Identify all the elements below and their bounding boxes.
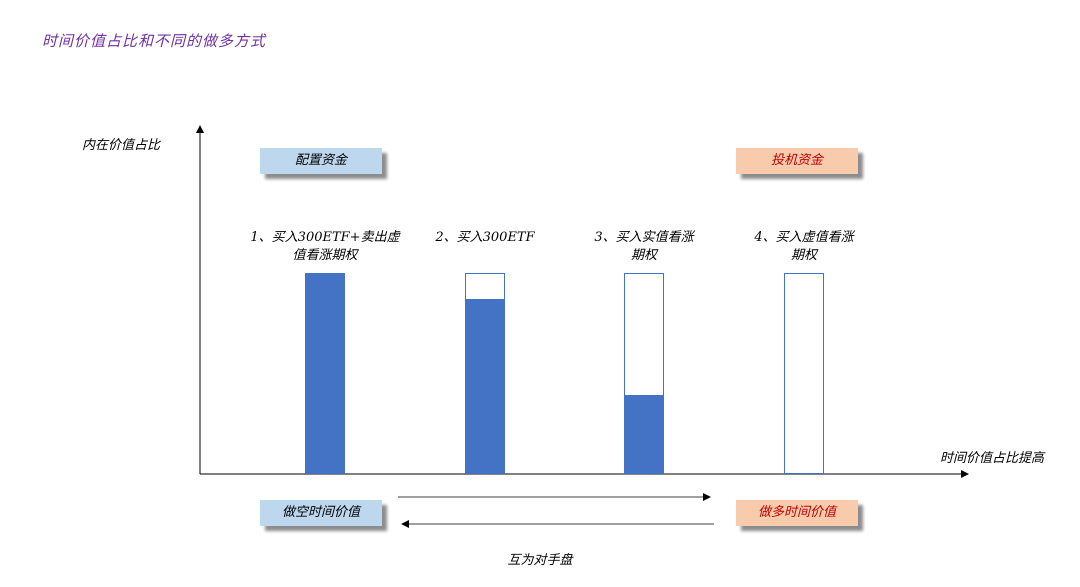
strategy-3-label: 3、买入实值看涨期权 [564, 229, 724, 265]
strategy-3-intrinsic-fill [625, 395, 663, 473]
strategy-4-label: 4、买入虚值看涨期权 [724, 229, 884, 265]
allocation-funds-box: 配置资金 [260, 148, 382, 174]
strategy-1-intrinsic-fill [306, 274, 344, 473]
strategy-3-label-text: 3、买入实值看涨期权 [594, 230, 694, 263]
short-time-value-box: 做空时间价值 [260, 500, 382, 526]
counterparty-caption: 互为对手盘 [507, 553, 573, 568]
strategy-1-label: 1、买入300ETF+卖出虚值看涨期权 [250, 230, 400, 263]
page-title: 时间价值占比和不同的做多方式 [42, 32, 267, 50]
strategy-2-bar [465, 273, 505, 474]
strategy-4-label-text: 4、买入虚值看涨期权 [754, 230, 854, 263]
x-axis-label: 时间价值占比提高 [940, 451, 1045, 466]
strategy-3-bar [624, 273, 664, 474]
strategy-2-label: 2、买入300ETF [435, 230, 535, 245]
strategy-1-bar [305, 273, 345, 474]
strategy-4-bar [784, 273, 824, 474]
speculative-funds-box: 投机资金 [736, 148, 858, 174]
y-axis-label: 内在价值占比 [82, 138, 161, 153]
long-time-value-box: 做多时间价值 [736, 500, 858, 526]
strategy-2-intrinsic-fill [466, 298, 504, 473]
